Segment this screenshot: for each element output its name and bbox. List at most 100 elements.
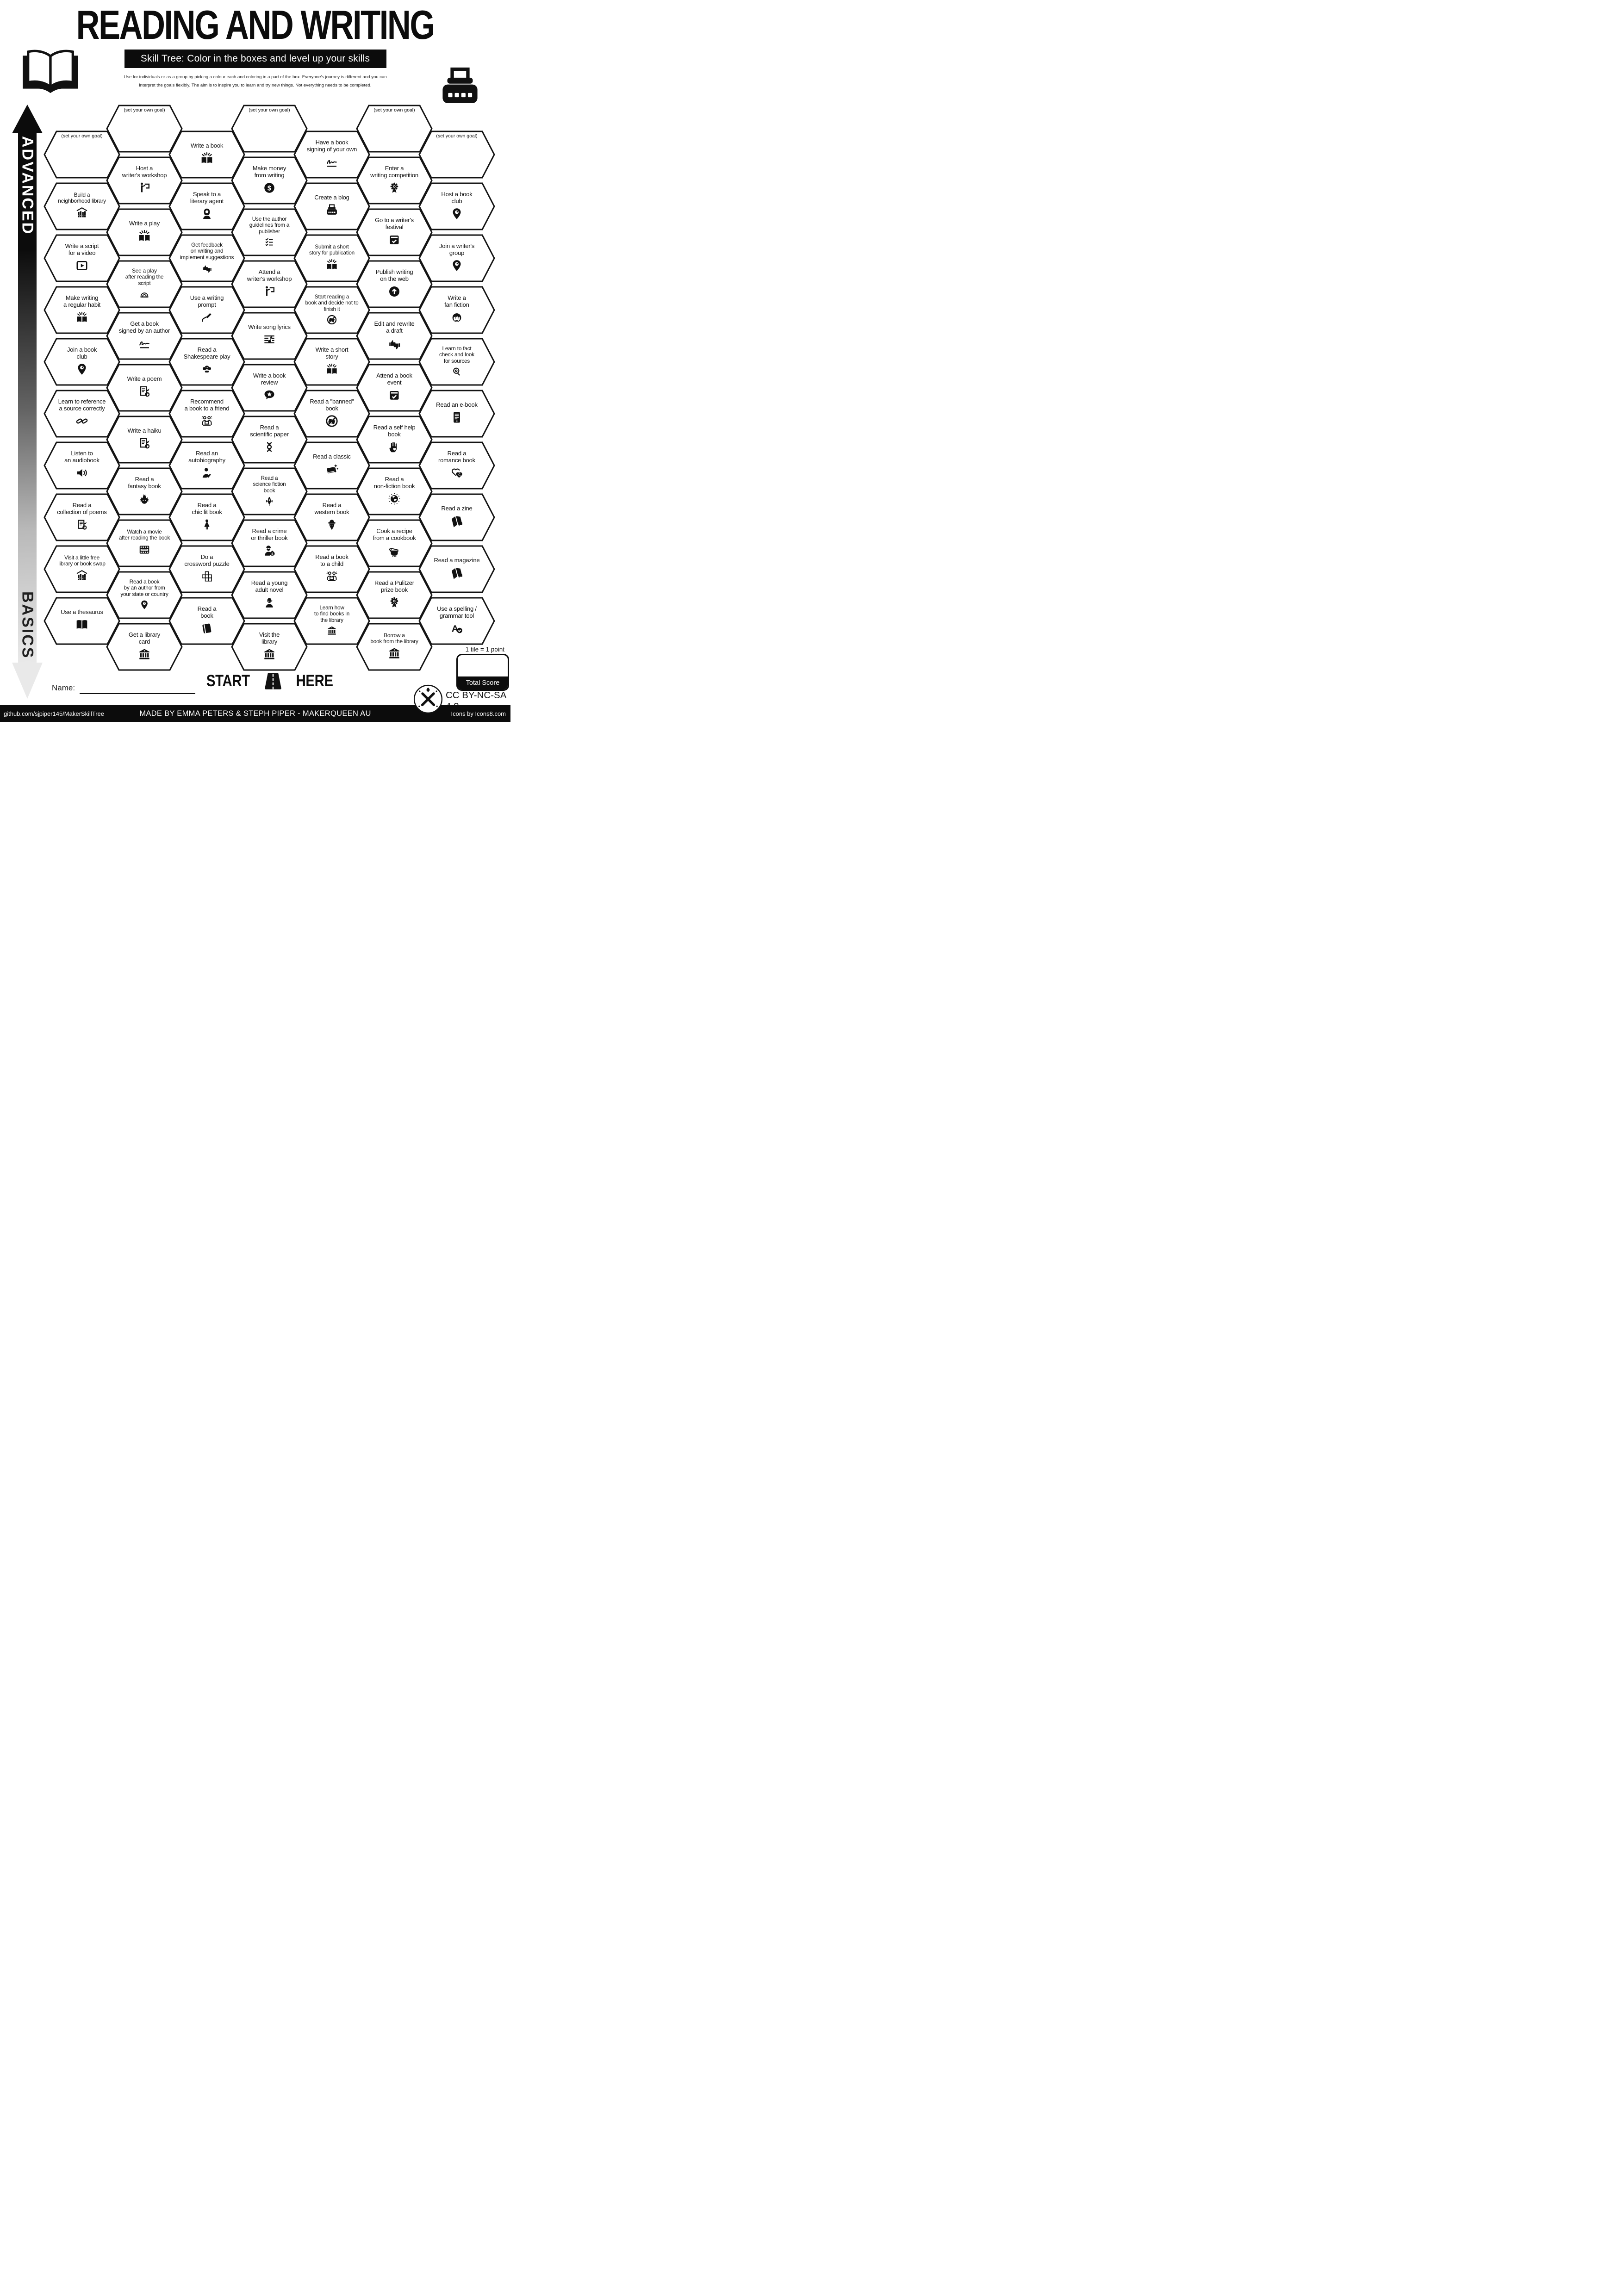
hex-tile[interactable]: Write a fan fiction (418, 286, 495, 334)
hex-tile[interactable]: Edit and rewrite a draft (356, 312, 433, 360)
hex-tile[interactable]: Get a book signed by an author (106, 312, 183, 360)
hex-tile[interactable]: Host a book club (418, 182, 495, 230)
hex-tile[interactable]: Read a classic (293, 441, 370, 490)
hex-tile[interactable]: Create a blog (293, 182, 370, 230)
hex-outline (168, 493, 245, 541)
hex-tile[interactable]: Use a spelling / grammar tool (418, 597, 495, 645)
hex-tile[interactable]: Go to a writer's festival (356, 208, 433, 256)
hex-tile[interactable]: Get feedback on writing and implement su… (168, 234, 245, 282)
hex-tile[interactable]: Read a science fiction book (231, 467, 308, 515)
tile-label: Publish writing on the web (375, 268, 413, 282)
youth-icon (262, 596, 276, 609)
hex-tile[interactable]: Do a crossword puzzle (168, 545, 245, 593)
hex-tile[interactable]: Use the author guidelines from a publish… (231, 208, 308, 256)
hex-tile[interactable]: Read a book (168, 597, 245, 645)
hex-tile[interactable]: Read a western book (293, 493, 370, 541)
hex-tile[interactable]: Read a young adult novel (231, 571, 308, 619)
hex-outline (231, 571, 308, 619)
tile-label: Read a classic (313, 453, 351, 460)
hex-tile[interactable]: Join a book club (44, 338, 120, 386)
hex-outline (44, 286, 120, 334)
hex-tile[interactable]: Read a chic lit book (168, 493, 245, 541)
hex-tile[interactable]: Write a script for a video (44, 234, 120, 282)
hex-tile[interactable]: Read a fantasy book (106, 467, 183, 515)
hex-tile[interactable]: Listen to an audiobook (44, 441, 120, 490)
hex-tile[interactable]: Read a book by an author from your state… (106, 571, 183, 619)
thumbs-icon (387, 336, 401, 350)
hex-tile[interactable]: Write a play (106, 208, 183, 256)
arrow-down-head (12, 663, 43, 699)
hex-tile[interactable]: Enter a writing competition (356, 156, 433, 205)
review-icon (262, 388, 276, 402)
hex-tile[interactable]: Write a book (168, 130, 245, 179)
hex-tile[interactable]: Write a haiku (106, 416, 183, 464)
hex-tile[interactable]: Publish writing on the web (356, 260, 433, 308)
hex-tile[interactable]: Visit a little free library or book swap (44, 545, 120, 593)
hex-tile[interactable]: Read a Pulitzer prize book (356, 571, 433, 619)
hex-tile[interactable]: Write a short story (293, 338, 370, 386)
hex-tile[interactable]: Read a crime or thriller book (231, 519, 308, 567)
hex-tile[interactable]: Watch a movie after reading the book (106, 519, 183, 567)
library-icon (137, 647, 151, 661)
hex-tile[interactable]: Read a Shakespeare play (168, 338, 245, 386)
hex-tile[interactable]: Write a poem (106, 364, 183, 412)
hex-outline (293, 441, 370, 490)
hex-tile[interactable]: Have a book signing of your own (293, 130, 370, 179)
hex-tile[interactable]: Write a book review (231, 364, 308, 412)
hex-tile[interactable]: Submit a short story for publication (293, 234, 370, 282)
hex-tile[interactable]: Read an autobiography (168, 441, 245, 490)
hex-tile[interactable]: (set your own goal) (356, 105, 433, 153)
hex-tile[interactable]: Cook a recipe from a cookbook (356, 519, 433, 567)
tile-label: Write a short story (315, 346, 348, 360)
hex-tile[interactable]: Start reading a book and decide not to f… (293, 286, 370, 334)
crossed-book-icon (326, 314, 337, 325)
hex-tile[interactable]: Borrow a book from the library (356, 623, 433, 671)
hex-tile[interactable]: Read a magazine (418, 545, 495, 593)
hex-outline (106, 416, 183, 464)
total-score-box[interactable]: Total Score (456, 654, 509, 691)
hex-tile[interactable]: Attend a writer's workshop (231, 260, 308, 308)
hex-tile[interactable]: Read a scientific paper (231, 416, 308, 464)
ereader-icon (449, 410, 464, 425)
name-input-line[interactable] (80, 693, 195, 694)
hex-tile[interactable]: Write song lyrics (231, 312, 308, 360)
book-burst-icon (137, 229, 152, 243)
hex-tile[interactable]: Learn to fact check and look for sources (418, 338, 495, 386)
hex-tile[interactable]: (set your own goal) (418, 130, 495, 179)
hex-tile[interactable]: Make money from writing (231, 156, 308, 205)
hex-tile[interactable]: (set your own goal) (106, 105, 183, 153)
pin-icon (450, 259, 464, 273)
tile-label: Write a poem (127, 375, 162, 382)
hex-tile[interactable]: (set your own goal) (44, 130, 120, 179)
tile-label: Use a spelling / grammar tool (437, 605, 477, 619)
hex-tile[interactable]: Use a writing prompt (168, 286, 245, 334)
hex-tile[interactable]: Attend a book event (356, 364, 433, 412)
hex-tile[interactable]: Learn to reference a source correctly (44, 390, 120, 438)
hex-tile[interactable]: Read a collection of poems (44, 493, 120, 541)
hex-tile[interactable]: Use a thesaurus (44, 597, 120, 645)
hex-tile[interactable]: Read a self help book (356, 416, 433, 464)
hex-outline (168, 545, 245, 593)
hex-tile[interactable]: (set your own goal) (231, 105, 308, 153)
hex-tile[interactable]: Read a non-fiction book (356, 467, 433, 515)
hex-tile[interactable]: Get a library card (106, 623, 183, 671)
shakespeare-icon (200, 362, 214, 376)
hex-tile[interactable]: Speak to a literary agent (168, 182, 245, 230)
hex-tile[interactable]: Make writing a regular habit (44, 286, 120, 334)
hex-tile[interactable]: Visit the library (231, 623, 308, 671)
hex-tile[interactable]: Read a romance book (418, 441, 495, 490)
hex-tile[interactable]: Read a zine (418, 493, 495, 541)
hex-tile[interactable]: Build a neighborhood library (44, 182, 120, 230)
hex-tile[interactable]: Host a writer's workshop (106, 156, 183, 205)
hex-tile[interactable]: Read an e-book (418, 390, 495, 438)
page-title: READING AND WRITING (76, 2, 435, 48)
hex-tile[interactable]: Read a "banned" book (293, 390, 370, 438)
hex-tile[interactable]: Join a writer's group (418, 234, 495, 282)
hex-tile[interactable]: See a play after reading the script (106, 260, 183, 308)
hex-outline (231, 156, 308, 205)
hex-tile[interactable]: Learn how to find books in the library (293, 597, 370, 645)
hex-tile[interactable]: Read a book to a child (293, 545, 370, 593)
hex-tile[interactable]: Recommend a book to a friend (168, 390, 245, 438)
tile-label: Borrow a book from the library (370, 632, 418, 645)
tile-label: Get a library card (128, 631, 161, 645)
